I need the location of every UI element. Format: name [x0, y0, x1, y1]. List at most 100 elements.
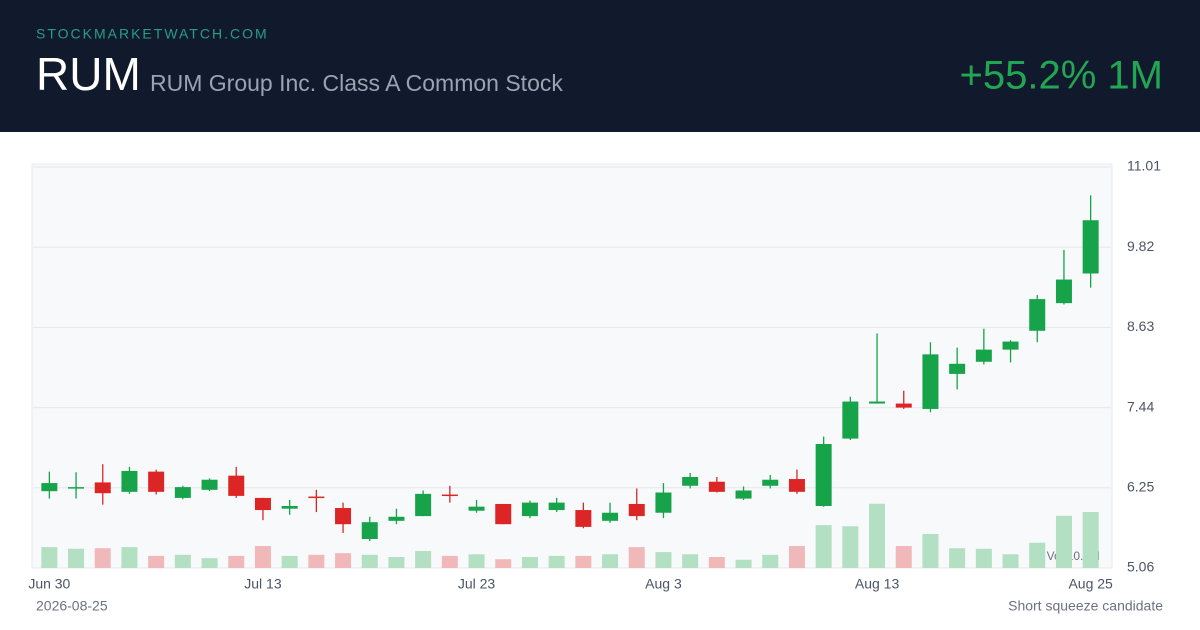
candle-body [602, 512, 619, 521]
y-tick-label: 5.06 [1127, 559, 1154, 575]
volume-bar [548, 555, 565, 568]
y-tick-label: 9.82 [1127, 238, 1154, 254]
candle-body [521, 502, 538, 517]
candle-body [895, 403, 912, 408]
candle-body [41, 483, 58, 492]
volume-bar [655, 552, 672, 568]
volume-bar [975, 548, 992, 568]
change: +55.2% 1M [960, 54, 1163, 98]
candle-body [94, 482, 111, 494]
candle-body [922, 354, 939, 409]
candle-body [762, 479, 779, 486]
volume-bar [521, 557, 538, 568]
note: Short squeeze candidate [1008, 598, 1163, 614]
y-tick-label: 11.01 [1127, 158, 1161, 174]
candle-body [68, 487, 85, 489]
volume-bar [388, 557, 405, 568]
candle-body [308, 496, 325, 499]
volume-bar [869, 503, 886, 568]
volume-bar [41, 547, 58, 568]
candle-body [975, 349, 992, 362]
candle-body [254, 497, 271, 511]
volume-bar [68, 548, 85, 568]
volume-bar [281, 555, 298, 568]
candle-body [1029, 299, 1046, 331]
candle-body [788, 479, 805, 492]
candle-body [228, 475, 245, 496]
volume-bar [842, 526, 859, 568]
header-bg [0, 0, 1200, 132]
x-tick-label: Aug 13 [855, 576, 900, 592]
candle-body [1055, 279, 1072, 304]
candle-body [735, 490, 752, 499]
volume-bar [308, 554, 325, 568]
volume-bar [148, 555, 165, 568]
candle-body [468, 506, 485, 511]
volume-bar [174, 554, 191, 568]
y-tick-label: 6.25 [1127, 479, 1154, 495]
volume-bar [121, 547, 138, 568]
volume-bar [762, 554, 779, 568]
candle-body [201, 479, 218, 490]
volume-bar [895, 546, 912, 568]
x-tick-label: Jun 30 [28, 576, 70, 592]
candle-body [441, 494, 458, 497]
volume-bar [415, 550, 432, 568]
volume-bar [735, 559, 752, 568]
x-tick-label: Jul 13 [244, 576, 282, 592]
chart-title: RUM Group Inc. Class A Common Stock [150, 70, 563, 96]
x-tick-label: Aug 3 [645, 576, 682, 592]
volume-bar [228, 555, 245, 568]
volume-bar [1082, 511, 1099, 568]
volume-bar [94, 548, 111, 568]
candle-body [869, 401, 886, 404]
candle-body [281, 505, 298, 509]
candle-body [361, 522, 378, 540]
volume-bar [815, 525, 832, 568]
volume-bar [788, 546, 805, 568]
date: 2026-08-25 [36, 598, 108, 614]
volume-bar [468, 554, 485, 568]
volume-bar [575, 555, 592, 568]
volume-bar [1002, 554, 1019, 568]
candle-body [148, 471, 165, 492]
volume-bar [949, 548, 966, 568]
candle-body [628, 503, 645, 517]
candle-body [575, 510, 592, 527]
candle-body [682, 477, 699, 486]
volume-bar [708, 557, 725, 568]
x-tick-label: Jul 23 [458, 576, 496, 592]
volume-bar [628, 547, 645, 568]
candle-body [121, 470, 138, 492]
volume-bar [201, 558, 218, 568]
y-tick-label: 7.44 [1127, 398, 1154, 414]
site-name: STOCKMARKETWATCH.COM [36, 26, 269, 42]
candle-body [1002, 341, 1019, 350]
x-tick-label: Aug 25 [1068, 576, 1113, 592]
volume-bar [335, 553, 352, 568]
candle-body [1082, 220, 1099, 274]
volume-bar [922, 533, 939, 568]
candle-body [388, 516, 405, 521]
volume-bar [441, 555, 458, 568]
volume-bar [602, 554, 619, 568]
volume-bar [361, 554, 378, 568]
y-tick-label: 8.63 [1127, 318, 1154, 334]
candle-body [415, 493, 432, 517]
volume-bar [682, 554, 699, 568]
candle-body [335, 508, 352, 525]
candle-body [708, 481, 725, 492]
candle-body [842, 401, 859, 439]
candle-body [174, 487, 191, 498]
candle-body [949, 363, 966, 374]
candle-body [655, 492, 672, 513]
candle-body [815, 443, 832, 506]
volume-bar [1029, 542, 1046, 568]
volume-bar [254, 546, 271, 568]
candle-body [495, 503, 512, 525]
candle-body [548, 502, 565, 511]
ticker: RUM [36, 48, 141, 100]
volume-bar [1055, 515, 1072, 568]
